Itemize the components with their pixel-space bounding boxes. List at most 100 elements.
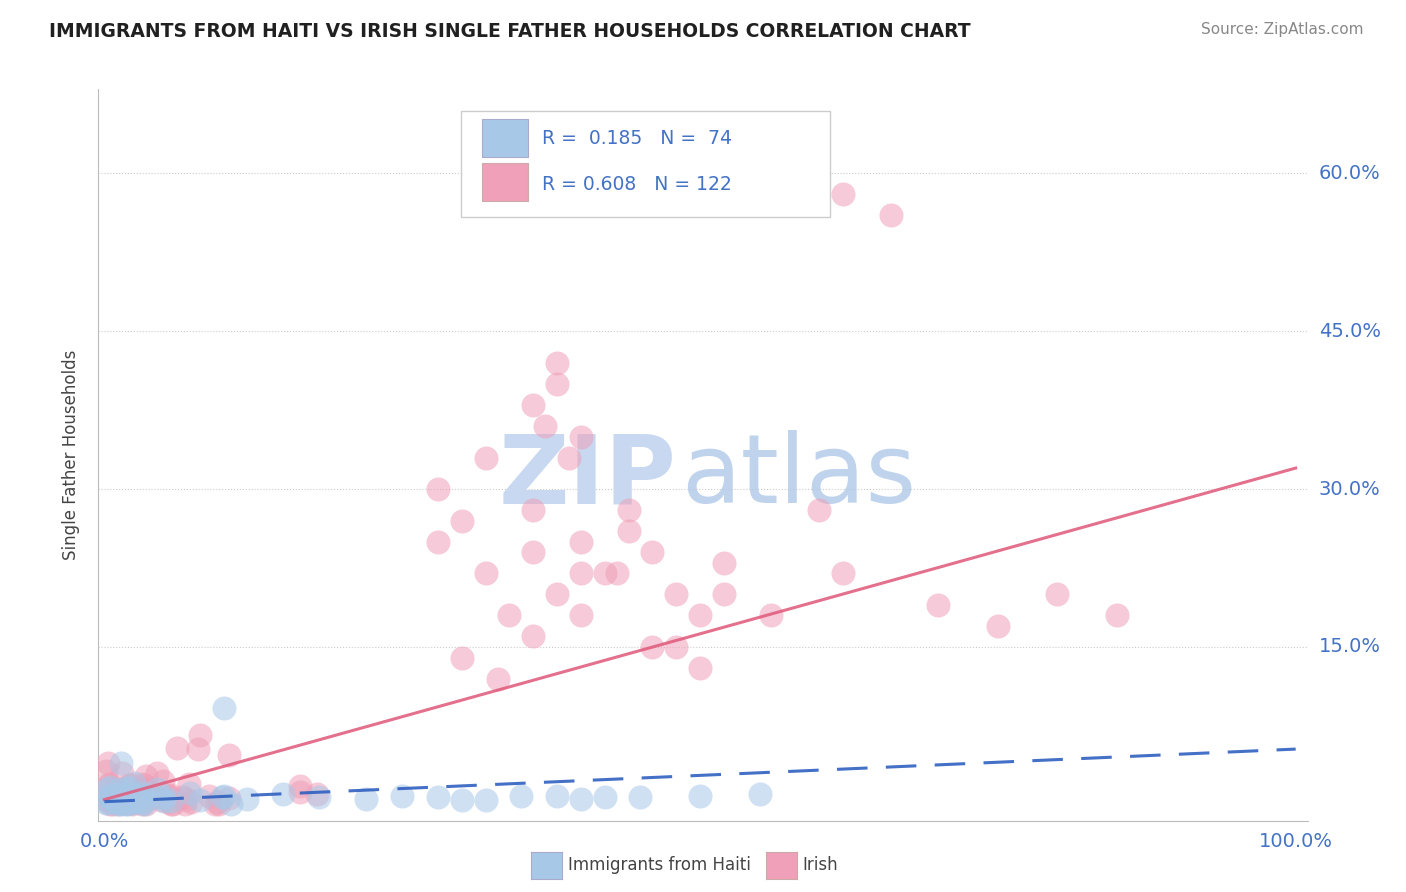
Point xyxy=(122,776,145,790)
Point xyxy=(114,790,136,805)
Point xyxy=(305,787,328,801)
Point xyxy=(197,789,219,803)
Point xyxy=(188,792,211,806)
Point xyxy=(534,419,557,434)
Point xyxy=(134,797,156,811)
Point xyxy=(546,587,568,601)
Point xyxy=(100,790,122,805)
Point xyxy=(617,524,640,539)
Point xyxy=(145,789,167,804)
Point xyxy=(136,784,159,798)
Point xyxy=(205,795,228,809)
Y-axis label: Single Father Households: Single Father Households xyxy=(62,350,80,560)
Point xyxy=(150,793,173,807)
FancyBboxPatch shape xyxy=(461,112,830,218)
Point xyxy=(522,503,544,517)
Point xyxy=(606,566,628,581)
Point xyxy=(569,429,592,443)
Point xyxy=(103,793,125,807)
Point xyxy=(450,650,472,665)
Point xyxy=(522,630,544,644)
Point xyxy=(426,482,449,496)
Point xyxy=(97,756,120,771)
Point xyxy=(121,797,143,811)
Point xyxy=(117,796,139,810)
Point xyxy=(153,794,176,808)
Point xyxy=(94,764,117,778)
Point xyxy=(101,791,124,805)
Text: R = 0.608   N = 122: R = 0.608 N = 122 xyxy=(543,175,733,194)
Point xyxy=(546,789,568,804)
Point xyxy=(179,786,201,800)
Point xyxy=(128,795,150,809)
Point xyxy=(166,740,188,755)
Point xyxy=(927,598,949,612)
Text: atlas: atlas xyxy=(682,430,917,524)
Point xyxy=(112,793,135,807)
Point xyxy=(211,790,233,805)
Point xyxy=(153,790,176,805)
Point xyxy=(713,556,735,570)
Point xyxy=(121,794,143,808)
Point xyxy=(641,640,664,654)
Point xyxy=(761,608,783,623)
Point xyxy=(104,781,127,796)
Point xyxy=(110,789,132,803)
Point xyxy=(117,781,139,796)
Text: Source: ZipAtlas.com: Source: ZipAtlas.com xyxy=(1201,22,1364,37)
Point xyxy=(569,566,592,581)
Point xyxy=(212,789,235,804)
Point xyxy=(180,795,202,809)
Point xyxy=(172,789,194,804)
Point xyxy=(177,777,200,791)
Point xyxy=(110,794,132,808)
Text: ZIP: ZIP xyxy=(499,430,676,524)
Text: 60.0%: 60.0% xyxy=(1319,164,1381,183)
Point xyxy=(1046,587,1069,601)
Point xyxy=(122,791,145,805)
Point xyxy=(128,784,150,798)
Point xyxy=(104,795,127,809)
Point xyxy=(808,503,831,517)
Point xyxy=(162,797,184,811)
Point xyxy=(118,778,141,792)
Point xyxy=(713,587,735,601)
Point xyxy=(593,790,616,805)
Point xyxy=(117,780,139,795)
Point xyxy=(97,797,120,811)
Point xyxy=(110,789,132,803)
Point xyxy=(112,789,135,803)
Point xyxy=(97,789,120,804)
Point xyxy=(160,794,183,808)
Point xyxy=(157,795,180,809)
Point xyxy=(356,791,378,805)
Point xyxy=(96,796,118,810)
Point xyxy=(665,640,688,654)
Point xyxy=(145,766,167,780)
Point xyxy=(100,780,122,794)
Point xyxy=(218,790,240,805)
Point xyxy=(115,787,138,801)
Point xyxy=(641,545,664,559)
Point xyxy=(101,797,124,811)
Point xyxy=(101,791,124,805)
Point xyxy=(290,785,312,799)
Text: 15.0%: 15.0% xyxy=(1319,638,1381,657)
Point xyxy=(308,790,330,805)
Point xyxy=(114,796,136,810)
Point xyxy=(132,794,155,808)
Point xyxy=(879,209,901,223)
Point xyxy=(450,792,472,806)
Point xyxy=(131,792,153,806)
Point xyxy=(748,788,770,802)
Point xyxy=(105,797,128,811)
Point xyxy=(107,788,129,802)
Point xyxy=(593,566,616,581)
Point xyxy=(97,787,120,801)
Point xyxy=(114,795,136,809)
Point xyxy=(391,789,413,804)
Point xyxy=(156,788,179,802)
Point xyxy=(689,608,711,623)
Point xyxy=(97,777,120,791)
Point xyxy=(288,780,311,794)
